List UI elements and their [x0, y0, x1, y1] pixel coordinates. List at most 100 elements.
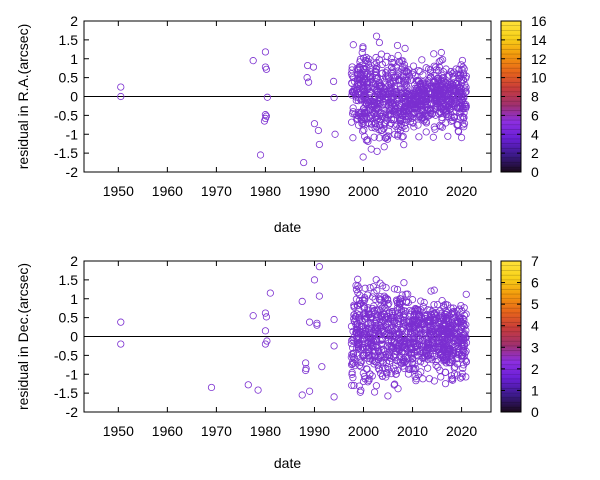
data-point: [399, 132, 407, 141]
data-point: [443, 301, 452, 309]
data-point: [409, 354, 417, 362]
data-point: [402, 98, 410, 106]
data-point: [423, 103, 431, 111]
data-point: [372, 32, 381, 40]
data-point: [352, 315, 360, 323]
data-point: [366, 89, 374, 97]
data-point: [383, 363, 392, 371]
data-point: [454, 342, 462, 351]
data-point: [421, 330, 429, 338]
data-point: [394, 67, 402, 75]
x-axis-label: date: [274, 455, 301, 471]
colorbar-tick-label: 7: [531, 253, 539, 269]
y-tick-label: -2: [66, 404, 79, 420]
data-point: [450, 364, 458, 372]
data-point: [261, 48, 270, 56]
y-tick-label: 0.5: [59, 70, 79, 86]
data-point: [419, 78, 427, 86]
data-point: [408, 296, 417, 304]
data-point: [416, 67, 424, 76]
data-point: [254, 386, 262, 394]
data-point: [375, 295, 383, 303]
data-point: [349, 350, 358, 358]
data-point: [400, 279, 408, 287]
data-point: [414, 357, 423, 365]
data-point: [458, 369, 466, 378]
data-point: [367, 145, 375, 153]
data-point: [353, 333, 361, 341]
data-point: [386, 111, 394, 119]
data-point: [461, 356, 469, 364]
x-tick-label: 1990: [299, 183, 330, 199]
data-point: [371, 113, 380, 121]
data-point: [244, 381, 252, 389]
colorbar-tick-label: 12: [531, 51, 547, 67]
data-point: [392, 122, 400, 130]
data-point: [366, 106, 374, 114]
data-point: [418, 328, 426, 336]
data-point: [385, 300, 393, 308]
data-point: [450, 337, 458, 345]
data-point: [446, 87, 454, 96]
colorbar-tick-label: 8: [531, 89, 539, 105]
data-point: [419, 321, 427, 329]
data-point: [355, 296, 363, 305]
colorbar-gradient: [500, 260, 522, 413]
data-point: [390, 319, 399, 327]
data-point: [355, 339, 363, 347]
data-point: [359, 325, 367, 333]
data-point: [453, 121, 461, 129]
data-point: [366, 284, 374, 292]
x-tick-label: 1950: [103, 183, 134, 199]
data-point: [331, 130, 339, 138]
data-point: [394, 93, 402, 102]
data-point: [361, 109, 369, 117]
data-point: [366, 313, 375, 321]
y-tick-label: -1: [66, 366, 79, 382]
data-point: [372, 58, 380, 67]
data-point: [458, 339, 466, 347]
colorbar-tick-label: 6: [531, 107, 539, 123]
data-point: [363, 291, 372, 299]
data-point: [390, 317, 398, 325]
data-point: [453, 371, 461, 379]
data-point: [428, 110, 436, 118]
data-point: [350, 311, 358, 319]
data-point: [405, 340, 413, 348]
data-point: [377, 296, 385, 304]
data-point: [249, 57, 257, 65]
data-point: [354, 275, 362, 283]
data-point: [365, 60, 373, 68]
data-point: [450, 113, 458, 121]
data-point: [366, 315, 375, 323]
data-point: [366, 64, 375, 72]
data-point: [388, 63, 396, 72]
data-point: [313, 321, 321, 329]
data-point: [461, 81, 469, 89]
data-point: [359, 77, 367, 85]
data-point: [262, 313, 271, 321]
data-point: [382, 373, 390, 381]
data-point: [433, 92, 442, 100]
data-point: [372, 276, 380, 284]
data-point: [392, 329, 400, 337]
data-point: [417, 342, 426, 350]
data-point: [455, 314, 464, 322]
data-point: [458, 336, 466, 344]
data-point: [441, 380, 450, 388]
data-point: [353, 86, 361, 94]
data-point: [387, 94, 395, 102]
y-axis-label: residual in R.A.(arcsec): [15, 24, 31, 170]
data-point: [363, 365, 371, 373]
data-point: [360, 302, 368, 311]
data-point: [381, 304, 389, 312]
data-point: [400, 141, 408, 149]
data-point: [368, 123, 376, 132]
data-point: [445, 327, 453, 335]
data-point: [117, 318, 125, 326]
data-point: [440, 106, 448, 114]
data-point: [379, 327, 388, 335]
data-point: [391, 351, 399, 359]
data-point: [418, 56, 426, 64]
